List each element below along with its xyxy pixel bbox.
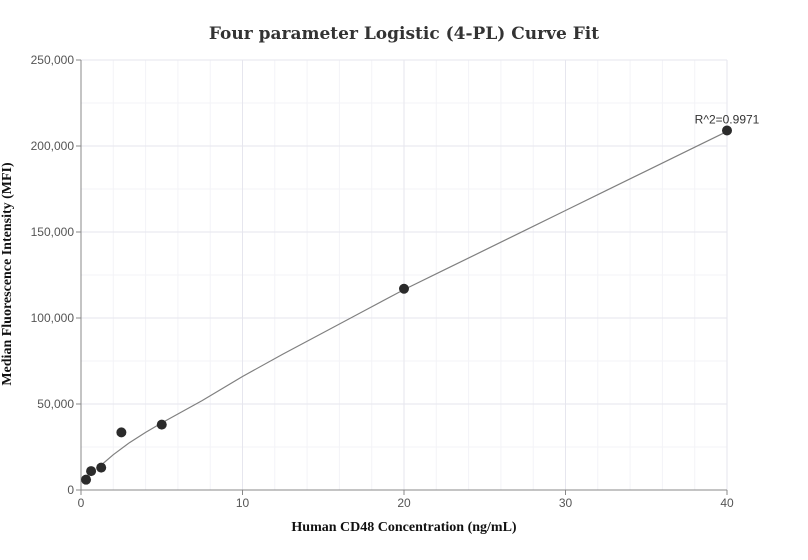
x-tick-label: 0 — [78, 496, 85, 510]
y-tick-label: 250,000 — [31, 53, 75, 67]
chart-title: Four parameter Logistic (4-PL) Curve Fit — [209, 24, 599, 44]
y-tick-label: 0 — [67, 483, 74, 497]
data-point — [116, 427, 127, 438]
data-point — [96, 462, 107, 473]
y-tick-label: 200,000 — [31, 139, 75, 153]
y-tick-label: 100,000 — [31, 311, 75, 325]
data-point — [86, 466, 97, 477]
data-point — [156, 419, 167, 430]
y-axis-title: Median Fluorescence Intensity (MFI) — [0, 162, 15, 386]
x-tick-label: 30 — [559, 496, 573, 510]
data-point — [399, 283, 409, 294]
data-points — [81, 125, 732, 485]
fit-curve — [96, 130, 728, 469]
annotations: R^2=0.9971 — [695, 113, 760, 127]
fit-curve-layer — [96, 130, 728, 469]
r-squared-annotation: R^2=0.9971 — [695, 113, 760, 127]
grid — [80, 59, 728, 491]
axes: 0 10 20 30 40 0 50,000 100,000 150,000 200,000 250… — [31, 53, 734, 510]
x-tick-label: 10 — [236, 496, 250, 510]
x-axis-title: Human CD48 Concentration (ng/mL) — [291, 520, 517, 535]
data-point — [722, 125, 732, 136]
x-tick-label: 40 — [720, 496, 734, 510]
y-tick-label: 50,000 — [37, 397, 74, 411]
x-tick-label: 20 — [397, 496, 411, 510]
y-tick-label: 150,000 — [31, 225, 75, 239]
data-point — [81, 474, 92, 485]
